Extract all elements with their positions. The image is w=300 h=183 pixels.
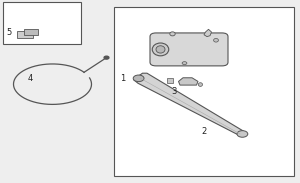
Ellipse shape	[170, 32, 175, 36]
Ellipse shape	[152, 43, 169, 56]
Text: 3: 3	[171, 87, 177, 96]
Polygon shape	[204, 29, 212, 37]
Polygon shape	[178, 78, 198, 85]
Text: 2: 2	[201, 127, 207, 136]
Text: 1: 1	[120, 74, 126, 83]
Polygon shape	[134, 73, 246, 136]
Circle shape	[133, 75, 144, 82]
Ellipse shape	[198, 83, 203, 86]
Ellipse shape	[156, 46, 165, 53]
Bar	[167, 78, 172, 83]
Bar	[114, 7, 294, 176]
Circle shape	[104, 56, 109, 59]
Ellipse shape	[182, 62, 187, 65]
Bar	[3, 2, 81, 44]
FancyBboxPatch shape	[150, 33, 228, 66]
Text: 4: 4	[27, 74, 33, 83]
Circle shape	[237, 131, 248, 137]
Bar	[24, 29, 38, 35]
Text: 5: 5	[6, 28, 12, 38]
Ellipse shape	[214, 38, 218, 42]
Bar	[16, 31, 33, 38]
